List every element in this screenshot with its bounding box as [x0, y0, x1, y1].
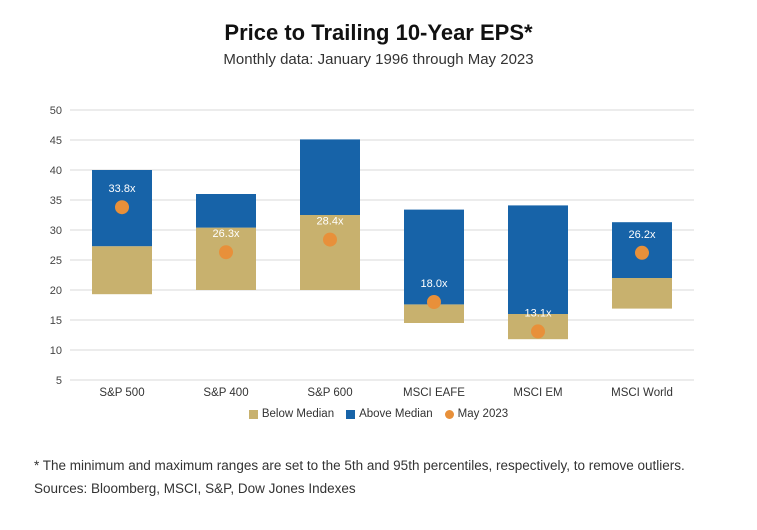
above-median-bar-1 [196, 194, 256, 228]
below-median-bar-2 [300, 215, 360, 290]
y-tick-label-5: 5 [56, 375, 62, 387]
may-2023-label-1: 26.3x [213, 228, 240, 240]
y-tick-label-45: 45 [50, 135, 62, 147]
may-2023-point-4 [531, 324, 545, 339]
may-2023-marker [444, 409, 454, 419]
y-tick-label-40: 40 [50, 165, 62, 177]
below-median-bar-3 [404, 304, 464, 323]
below-median-bar-5 [612, 278, 672, 309]
gridlines [70, 109, 694, 381]
may-2023-point-0 [115, 200, 129, 215]
may-2023-label-2: 28.4x [317, 216, 344, 228]
legend-above-median-label: Above Median [359, 408, 433, 420]
category-label-2: S&P 600 [307, 387, 352, 399]
category-label-3: MSCI EAFE [403, 387, 465, 399]
bars [92, 139, 672, 340]
below-median-bar-0 [92, 246, 152, 295]
may-2023-label-3: 18.0x [421, 278, 448, 290]
legend-below-median-label: Below Median [261, 408, 335, 420]
legend-above-median: Above Median [346, 408, 433, 420]
chart-title: Price to Trailing 10-Year EPS* [224, 20, 533, 45]
below-median-swatch [248, 409, 258, 419]
may-2023-point-2 [323, 232, 337, 247]
legend-below-median: Below Median [248, 408, 335, 420]
legend: Below Median Above Median May 2023 [0, 408, 757, 420]
may-2023-point-1 [219, 245, 233, 260]
may-2023-label-4: 13.1x [525, 307, 552, 319]
above-median-bar-2 [300, 139, 360, 215]
y-tick-label-15: 15 [50, 315, 62, 327]
chart-subtitle: Monthly data: January 1996 through May 2… [223, 51, 534, 68]
may-2023-label-0: 33.8x [109, 183, 136, 195]
category-label-5: MSCI World [611, 387, 673, 399]
above-median-bar-3 [404, 209, 464, 305]
sources: Sources: Bloomberg, MSCI, S&P, Dow Jones… [34, 481, 356, 496]
legend-may-2023-label: May 2023 [457, 408, 509, 420]
may-2023-point-5 [635, 245, 649, 260]
category-label-1: S&P 400 [203, 387, 248, 399]
y-tick-label-35: 35 [50, 195, 62, 207]
chart-area: 5 10 15 20 25 30 35 40 45 50 33.8x S&P 500 26.3x S&P … [50, 105, 694, 399]
footnote: * The minimum and maximum ranges are set… [34, 458, 685, 473]
y-tick-label-20: 20 [50, 285, 62, 297]
above-median-bar-4 [508, 205, 568, 314]
labels: 5 10 15 20 25 30 35 40 45 50 33.8x S&P 500 26.3x S&P … [50, 105, 673, 399]
y-tick-label-50: 50 [50, 105, 62, 117]
legend-may-2023: May 2023 [444, 408, 509, 420]
may-2023-point-3 [427, 295, 441, 309]
may-2023-label-5: 26.2x [629, 229, 656, 241]
category-label-4: MSCI EM [513, 387, 562, 399]
y-tick-label-30: 30 [50, 225, 62, 237]
category-label-0: S&P 500 [99, 387, 144, 399]
above-median-swatch [346, 409, 356, 419]
y-tick-label-25: 25 [50, 255, 62, 267]
y-tick-label-10: 10 [50, 345, 62, 357]
